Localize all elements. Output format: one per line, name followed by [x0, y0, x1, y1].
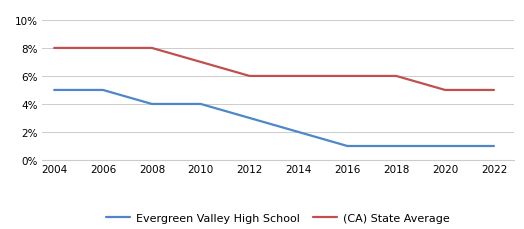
Line: (CA) State Average: (CA) State Average	[54, 49, 494, 90]
(CA) State Average	[393, 75, 399, 78]
(CA) State Average	[296, 75, 302, 78]
Evergreen Valley High School	[51, 89, 57, 92]
(CA) State Average	[198, 61, 204, 64]
(CA) State Average	[100, 47, 106, 50]
Evergreen Valley High School	[149, 103, 155, 106]
Line: Evergreen Valley High School: Evergreen Valley High School	[54, 90, 494, 146]
(CA) State Average	[246, 75, 253, 78]
(CA) State Average	[442, 89, 448, 92]
Evergreen Valley High School	[393, 145, 399, 148]
(CA) State Average	[149, 47, 155, 50]
Evergreen Valley High School	[100, 89, 106, 92]
Evergreen Valley High School	[198, 103, 204, 106]
Evergreen Valley High School	[344, 145, 351, 148]
(CA) State Average	[51, 47, 57, 50]
Evergreen Valley High School	[296, 131, 302, 134]
(CA) State Average	[344, 75, 351, 78]
Evergreen Valley High School	[491, 145, 497, 148]
Legend: Evergreen Valley High School, (CA) State Average: Evergreen Valley High School, (CA) State…	[101, 209, 454, 228]
(CA) State Average	[491, 89, 497, 92]
Evergreen Valley High School	[246, 117, 253, 120]
Evergreen Valley High School	[442, 145, 448, 148]
